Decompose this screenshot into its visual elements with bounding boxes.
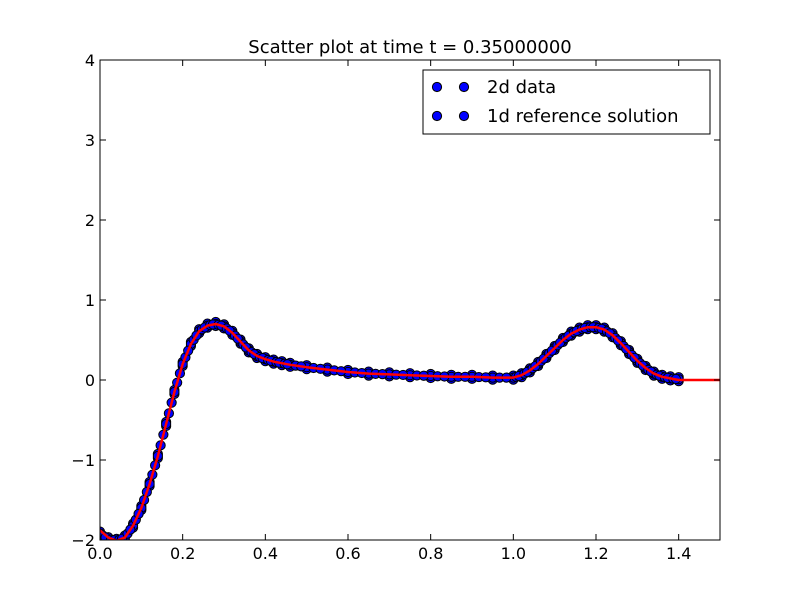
legend-marker [431,110,443,122]
y-tick-label: 4 [85,51,95,70]
legend-marker [431,81,443,93]
legend: 2d data 1d reference solution [422,69,711,135]
y-tick-label: 1 [85,291,95,310]
plot-clipped [100,316,720,540]
axes: 0.0 0.2 0.4 0.6 0.8 1.0 1.2 1.4 −2 −1 0 1 2 3 4 [71,51,721,563]
legend-box [422,69,711,135]
reference-line-1d [100,322,720,540]
y-tick-label: −1 [71,451,95,470]
x-tick-label: 1.4 [666,544,691,563]
y-tick-label: 3 [85,131,95,150]
legend-entry-label: 2d data [487,77,556,98]
legend-marker [458,81,470,93]
x-tick-label: 0.0 [87,544,112,563]
legend-marker [458,110,470,122]
plot-area [100,316,720,540]
x-tick-label: 1.2 [583,544,608,563]
x-tick-label: 0.4 [253,544,278,563]
x-tick-label: 0.2 [170,544,195,563]
x-tick-label: 1.0 [501,544,526,563]
chart-title: Scatter plot at time t = 0.35000000 [248,37,571,58]
y-tick-label: 2 [85,211,95,230]
y-tick-label: −2 [71,531,95,550]
scatter-series-2d-data [100,316,684,540]
y-tick-label: 0 [85,371,95,390]
x-tick-label: 0.6 [335,544,360,563]
legend-entry-label: 1d reference solution [487,106,679,127]
x-tick-label: 0.8 [418,544,443,563]
